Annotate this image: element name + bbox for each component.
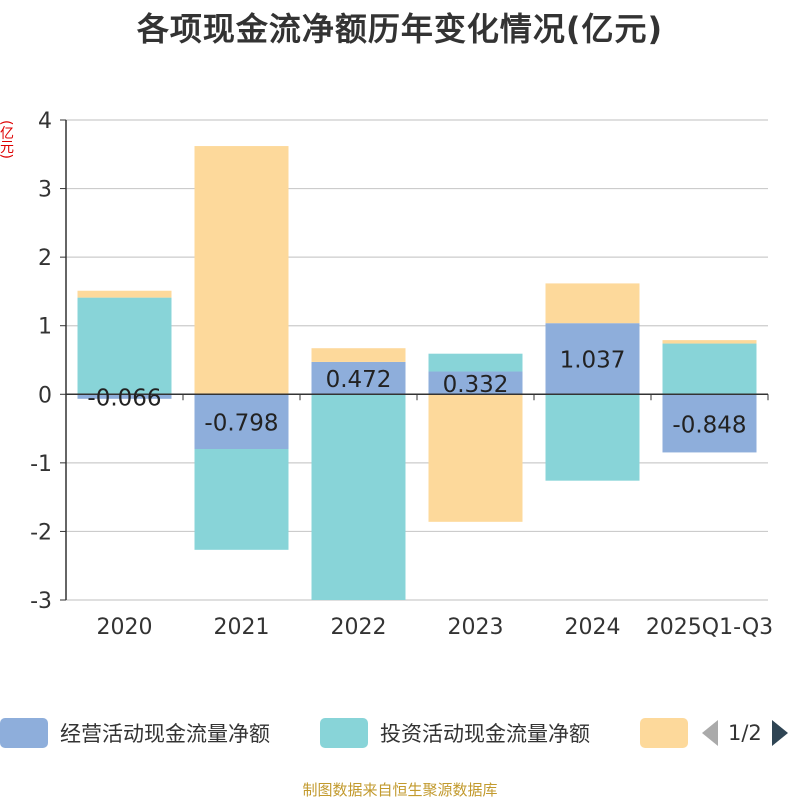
y-tick-label: -1: [30, 452, 52, 477]
bar-series-1: [194, 449, 289, 550]
data-label: 0.332: [443, 372, 509, 398]
bar-series-2: [194, 146, 289, 395]
bar-series-0: [194, 394, 289, 450]
bar-series-2: [662, 340, 757, 344]
data-source-note: 制图数据来自恒生聚源数据库: [302, 781, 498, 799]
bar-series-2: [77, 290, 172, 298]
bar-series-1: [662, 343, 757, 395]
data-label: 1.037: [560, 348, 626, 374]
y-tick-label: 1: [38, 315, 52, 340]
y-tick-label: -3: [30, 589, 52, 614]
x-tick-label: 2021: [214, 615, 270, 640]
x-tick-label: 2024: [565, 615, 621, 640]
x-tick-label: 2025Q1-Q3: [646, 615, 773, 640]
bar-series-1: [311, 394, 406, 600]
bar-series-1: [545, 394, 640, 481]
y-axis-unit: (亿元): [0, 120, 14, 159]
legend-item-operating[interactable]: 经营活动现金流量净额: [0, 716, 270, 750]
x-tick-label: 2023: [448, 615, 504, 640]
bar-series-0: [428, 371, 523, 395]
legend-page-text: 1/2: [728, 721, 762, 745]
legend-label-operating: 经营活动现金流量净额: [60, 722, 270, 746]
y-tick-label: 2: [38, 246, 52, 271]
y-tick-label: 0: [38, 383, 52, 408]
bar-series-0: [311, 361, 406, 395]
y-tick-label: -2: [30, 520, 52, 545]
legend-item-financing[interactable]: [640, 716, 688, 750]
y-tick-label: 3: [38, 178, 52, 203]
legend-swatch-operating: [0, 718, 48, 748]
bar-series-2: [545, 283, 640, 324]
legend-pager: 1/2: [700, 718, 790, 748]
bar-series-2: [311, 348, 406, 362]
bar-series-2: [428, 394, 523, 522]
data-label: 0.472: [326, 367, 392, 393]
data-label: -0.066: [87, 386, 161, 412]
bar-series-0: [662, 394, 757, 453]
x-tick-label: 2022: [331, 615, 387, 640]
chart-title: 各项现金流净额历年变化情况(亿元): [136, 10, 664, 48]
data-label: -0.848: [672, 412, 746, 438]
legend-swatch-financing: [640, 718, 688, 748]
prev-page-icon[interactable]: [700, 718, 720, 748]
y-tick-label: 4: [38, 109, 52, 134]
x-tick-label: 2020: [97, 615, 153, 640]
legend-swatch-investing: [320, 718, 368, 748]
next-page-icon[interactable]: [770, 718, 790, 748]
bar-series-1: [77, 297, 172, 395]
bar-series-0: [545, 323, 640, 395]
legend-item-investing[interactable]: 投资活动现金流量净额: [320, 716, 590, 750]
legend-label-investing: 投资活动现金流量净额: [380, 722, 590, 746]
data-label: -0.798: [204, 411, 278, 437]
bar-series-1: [428, 353, 523, 372]
bar-series-0: [77, 394, 172, 399]
